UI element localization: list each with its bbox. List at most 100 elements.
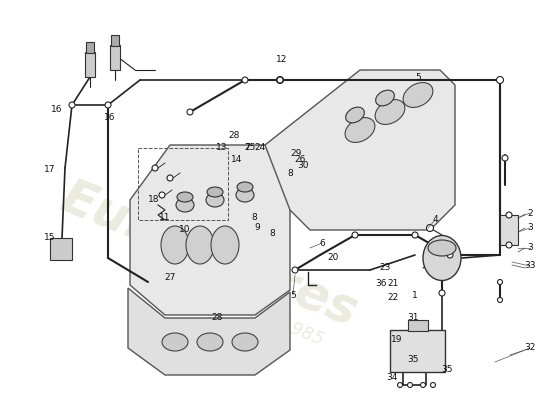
Circle shape (502, 155, 508, 161)
Circle shape (352, 232, 358, 238)
Ellipse shape (376, 90, 394, 106)
Circle shape (398, 382, 403, 388)
Text: 10: 10 (179, 226, 191, 234)
Ellipse shape (375, 100, 405, 124)
Circle shape (412, 232, 418, 238)
Text: 35: 35 (407, 356, 419, 364)
Text: 13: 13 (216, 142, 228, 152)
Ellipse shape (403, 82, 433, 108)
Bar (111, 35, 119, 46)
Ellipse shape (345, 118, 375, 142)
Text: 35: 35 (441, 366, 453, 374)
Circle shape (498, 280, 503, 284)
Text: 4: 4 (432, 216, 438, 224)
Text: Eurospares: Eurospares (54, 174, 366, 336)
Circle shape (506, 242, 512, 248)
Ellipse shape (177, 192, 193, 202)
Bar (408, 320, 428, 331)
Bar (390, 330, 445, 372)
Text: 11: 11 (160, 212, 170, 222)
Text: 8: 8 (269, 228, 275, 238)
Circle shape (152, 165, 158, 171)
Bar (110, 45, 120, 70)
Text: 16: 16 (51, 106, 63, 114)
Text: 7: 7 (244, 142, 250, 152)
Polygon shape (265, 70, 455, 230)
Circle shape (408, 382, 412, 388)
Polygon shape (130, 145, 290, 315)
Text: 8: 8 (251, 214, 257, 222)
Circle shape (426, 224, 433, 232)
Circle shape (506, 212, 512, 218)
Circle shape (277, 77, 283, 83)
Ellipse shape (423, 236, 461, 280)
Text: 30: 30 (297, 162, 309, 170)
Circle shape (242, 77, 248, 83)
Ellipse shape (236, 188, 254, 202)
Circle shape (447, 252, 453, 258)
Text: 32: 32 (524, 344, 536, 352)
Text: 12: 12 (276, 56, 288, 64)
Polygon shape (128, 288, 290, 375)
Circle shape (187, 109, 193, 115)
Bar (138, 148, 228, 220)
Bar (86, 42, 94, 53)
Text: 29: 29 (290, 148, 302, 158)
Circle shape (498, 298, 503, 302)
Circle shape (439, 290, 445, 296)
Ellipse shape (211, 226, 239, 264)
Text: 28: 28 (228, 132, 240, 140)
Text: 27: 27 (164, 272, 175, 282)
Ellipse shape (161, 226, 189, 264)
Ellipse shape (237, 182, 253, 192)
Text: 36: 36 (375, 278, 387, 288)
Text: 3: 3 (527, 244, 533, 252)
Text: 16: 16 (104, 114, 116, 122)
Ellipse shape (207, 187, 223, 197)
Text: 8: 8 (287, 168, 293, 178)
Text: 5: 5 (415, 74, 421, 82)
Circle shape (292, 267, 298, 273)
Text: 6: 6 (319, 238, 325, 248)
Text: 25: 25 (244, 142, 256, 152)
Circle shape (69, 102, 75, 108)
Text: 9: 9 (254, 222, 260, 232)
Ellipse shape (186, 226, 214, 264)
Text: 31: 31 (407, 314, 419, 322)
Text: 3: 3 (527, 224, 533, 232)
Bar (85, 52, 95, 77)
Ellipse shape (197, 333, 223, 351)
Text: 14: 14 (232, 156, 243, 164)
Text: 21: 21 (387, 278, 399, 288)
Text: 24: 24 (254, 142, 266, 152)
Text: 22: 22 (387, 294, 399, 302)
Circle shape (277, 76, 283, 84)
Bar (500, 215, 518, 245)
Text: 19: 19 (391, 336, 403, 344)
Text: a passion since 1985: a passion since 1985 (144, 261, 326, 349)
Circle shape (497, 76, 503, 84)
Ellipse shape (162, 333, 188, 351)
Ellipse shape (345, 107, 364, 123)
Circle shape (167, 175, 173, 181)
Circle shape (431, 382, 436, 388)
Circle shape (159, 192, 165, 198)
Text: 28: 28 (211, 312, 223, 322)
Text: 34: 34 (386, 374, 398, 382)
Text: 1: 1 (412, 290, 418, 300)
Text: 18: 18 (148, 196, 159, 204)
Text: 5: 5 (290, 290, 296, 300)
Ellipse shape (428, 240, 456, 256)
Text: 23: 23 (379, 262, 390, 272)
Circle shape (105, 102, 111, 108)
Text: 15: 15 (44, 232, 56, 242)
Text: 26: 26 (294, 156, 306, 164)
Ellipse shape (176, 198, 194, 212)
Bar (50, 238, 72, 260)
Ellipse shape (232, 333, 258, 351)
Text: 20: 20 (327, 252, 339, 262)
Ellipse shape (206, 193, 224, 207)
Text: 33: 33 (524, 262, 536, 270)
Text: 17: 17 (44, 166, 56, 174)
Text: 2: 2 (527, 208, 533, 218)
